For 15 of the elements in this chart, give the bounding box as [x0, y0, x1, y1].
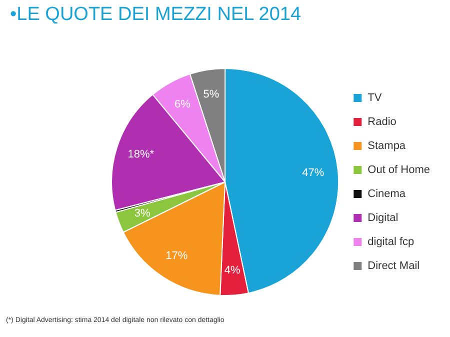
data-label: 17% [166, 250, 188, 262]
legend-label: Out of Home [368, 164, 430, 176]
legend-label: Stampa [368, 140, 406, 152]
legend-label: TV [368, 92, 382, 104]
legend-label: Digital [368, 212, 398, 224]
legend-label: Direct Mail [368, 260, 420, 272]
data-label: 47% [302, 166, 324, 179]
legend-label: Cinema [368, 188, 406, 200]
data-label: 6% [174, 98, 191, 110]
legend-label: digital fcp [368, 236, 414, 248]
legend-label: Radio [368, 116, 396, 128]
chart-title: •LE QUOTE DEI MEZZI NEL 2014 [10, 4, 302, 26]
data-label: 18%* [128, 148, 155, 161]
data-label: 5% [203, 88, 220, 101]
data-label: 4% [224, 264, 240, 276]
